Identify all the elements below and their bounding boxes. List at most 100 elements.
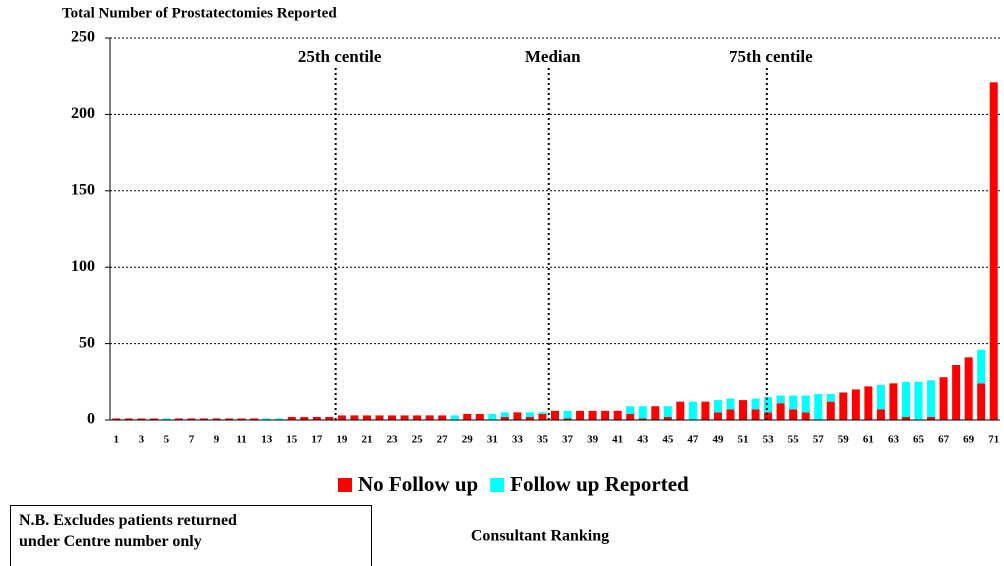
x-tick-label: 45 [662, 434, 674, 446]
bar-segment [651, 406, 660, 420]
bar-segment [337, 415, 346, 420]
bar-segment [563, 410, 572, 419]
bar-segment [275, 418, 284, 420]
bar-segment [613, 410, 622, 420]
bar-segment [212, 418, 221, 420]
bar-segment [149, 418, 158, 420]
bar-segment [538, 413, 547, 420]
bar-segment [776, 403, 785, 420]
bar-segment [375, 415, 384, 420]
bar-segment [876, 409, 885, 420]
bar-segment [826, 401, 835, 420]
bar-segment [801, 395, 810, 413]
bar-segment [124, 418, 133, 420]
bar-segment [927, 380, 936, 417]
y-tick-label: 150 [71, 181, 95, 198]
bar-segment [350, 415, 359, 420]
x-tick-label: 65 [913, 434, 925, 446]
x-tick-label: 39 [587, 434, 599, 446]
bar-segment [826, 394, 835, 402]
bar-segment [626, 406, 635, 414]
y-tick-label: 0 [87, 411, 95, 428]
y-tick-label: 200 [71, 105, 95, 122]
bar-segment [438, 415, 447, 420]
bar-segment [914, 381, 923, 420]
bar-segment [713, 400, 722, 413]
y-tick-label: 250 [71, 29, 95, 46]
legend-label: Follow up Reported [510, 472, 689, 496]
x-tick-label: 67 [938, 434, 950, 446]
bar-segment [538, 412, 547, 414]
bar-segment [362, 415, 371, 420]
x-tick-label: 35 [537, 434, 549, 446]
legend-label: No Follow up [358, 472, 478, 496]
x-tick-label: 15 [286, 434, 298, 446]
bar-segment [525, 412, 534, 417]
x-tick-label: 33 [512, 434, 524, 446]
bar-segment [764, 397, 773, 413]
x-tick-label: 69 [963, 434, 975, 446]
legend-swatch [338, 478, 352, 492]
note-line: N.B. Excludes patients returned [19, 512, 237, 529]
bar-segment [187, 418, 196, 420]
bar-segment [425, 415, 434, 420]
bar-segment [262, 418, 271, 420]
bar-segment [789, 409, 798, 420]
bar-segment [663, 416, 672, 420]
bar-segment [576, 410, 585, 420]
bar-segment [287, 416, 296, 420]
x-tick-label: 31 [487, 434, 498, 446]
bar-segment [638, 418, 647, 420]
y-tick-label: 100 [71, 258, 95, 275]
x-tick-label: 49 [712, 434, 724, 446]
bar-segment [488, 413, 497, 420]
bar-segment [839, 392, 848, 420]
bar-segment [325, 416, 334, 420]
bar-segment [500, 416, 509, 420]
bar-segment [989, 82, 998, 420]
bar-segment [726, 398, 735, 410]
bar-segment [713, 412, 722, 420]
x-tick-label: 13 [261, 434, 273, 446]
bar-segment [162, 418, 171, 420]
bar-segment [112, 418, 121, 420]
bar-segment [776, 395, 785, 404]
bar-segment [964, 357, 973, 420]
note-line: under Centre number only [19, 533, 202, 550]
bar-segment [237, 418, 246, 420]
bar-segment [450, 415, 459, 420]
bar-segment [927, 416, 936, 420]
bar-segment [676, 401, 685, 420]
bar-segment [626, 413, 635, 420]
bar-segment [638, 406, 647, 419]
bar-segment [312, 416, 321, 420]
x-axis-label: Consultant Ranking [471, 528, 609, 545]
bar-segment [739, 400, 748, 420]
x-tick-label: 9 [214, 434, 220, 446]
x-tick-label: 25 [412, 434, 424, 446]
bar-segment [525, 416, 534, 420]
bar-segment [200, 418, 209, 420]
x-tick-label: 71 [988, 434, 999, 446]
bar-segment [513, 412, 522, 420]
x-tick-label: 5 [164, 434, 170, 446]
bar-segment [814, 394, 823, 420]
x-tick-label: 61 [863, 434, 874, 446]
x-tick-label: 53 [763, 434, 775, 446]
bar-segment [663, 406, 672, 417]
bar-segment [250, 418, 259, 420]
bar-segment [977, 383, 986, 420]
bar-segment [901, 381, 910, 417]
x-tick-label: 17 [311, 434, 323, 446]
bar-segment [701, 401, 710, 420]
bar-segment [901, 416, 910, 420]
x-tick-label: 19 [336, 434, 348, 446]
x-tick-label: 59 [838, 434, 850, 446]
x-tick-label: 63 [888, 434, 900, 446]
legend-swatch [490, 478, 505, 492]
bar-segment [413, 415, 422, 420]
x-tick-label: 21 [361, 434, 372, 446]
bar-segment [601, 410, 610, 420]
x-tick-label: 51 [738, 434, 749, 446]
